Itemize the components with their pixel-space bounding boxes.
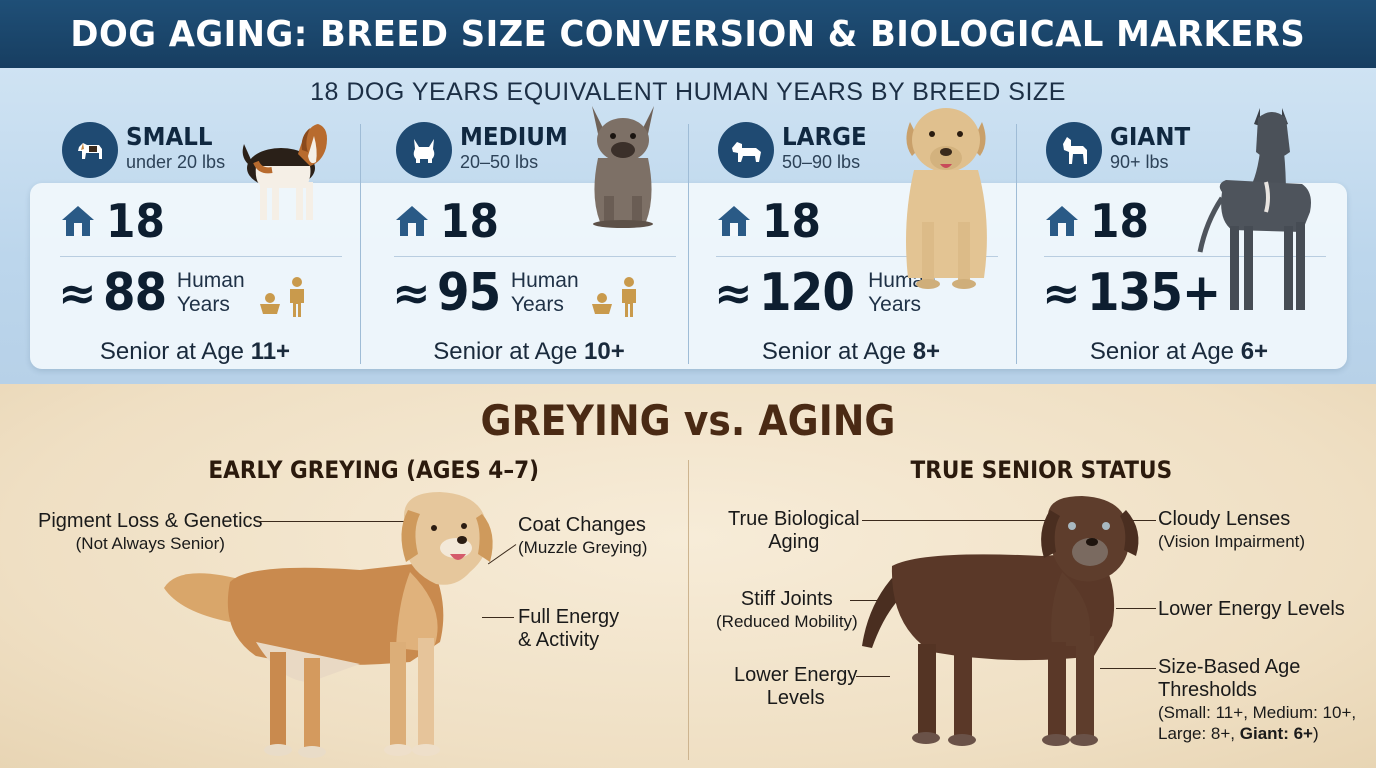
dog-years-value: 18 <box>106 194 165 248</box>
leader-line <box>862 520 1048 521</box>
section-subtitle: 18 DOG YEARS EQUIVALENT HUMAN YEARS BY B… <box>310 78 1066 106</box>
approx-symbol: ≈ <box>58 266 97 320</box>
page-title: DOG AGING: BREED SIZE CONVERSION & BIOLO… <box>70 13 1306 55</box>
human-years-value: 135+ <box>1086 263 1221 323</box>
senior-age-line: Senior at Age 8+ <box>761 338 941 365</box>
approx-symbol: ≈ <box>714 266 753 320</box>
row-divider <box>1044 256 1326 257</box>
human-years-value: 88 <box>102 263 167 323</box>
leader-line <box>850 600 886 601</box>
baby-stroller-icon <box>260 293 280 314</box>
leader-line <box>1100 668 1156 669</box>
title-bar: DOG AGING: BREED SIZE CONVERSION & BIOLO… <box>0 0 1376 68</box>
leader-line <box>1116 608 1156 609</box>
dog-years-value: 18 <box>440 194 499 248</box>
breed-name: GIANT <box>1110 122 1191 151</box>
labrador-illustration <box>906 108 987 289</box>
senior-labrador-illustration <box>862 496 1139 746</box>
person-icon <box>290 277 304 317</box>
labrador-icon <box>718 122 774 178</box>
human-years-value: 120 <box>758 263 855 323</box>
breed-name: LARGE <box>782 122 867 151</box>
early-greying-heading: EARLY GREYING (AGES 4–7) <box>208 456 540 484</box>
french-bulldog-illustration <box>592 106 654 228</box>
approx-symbol: ≈ <box>392 266 431 320</box>
french-bulldog-icon <box>396 122 452 178</box>
row-divider <box>716 256 998 257</box>
callout-lower-energy-left: Lower Energy Levels <box>734 664 858 709</box>
true-senior-heading: TRUE SENIOR STATUS <box>910 456 1173 484</box>
breed-name: MEDIUM <box>460 122 568 151</box>
house-icon <box>396 206 428 236</box>
beagle-icon <box>62 122 118 178</box>
callout-coat-changes: Coat Changes (Muzzle Greying) <box>518 514 648 557</box>
approx-symbol: ≈ <box>1042 266 1081 320</box>
person-icon <box>622 277 636 317</box>
great-dane-icon <box>1046 122 1102 178</box>
breed-card-medium: MEDIUM 20–50 lbs 18 ≈ 95 Human Years Seni… <box>364 106 694 380</box>
callout-lower-energy-right: Lower Energy Levels <box>1158 598 1345 620</box>
callout-true-biological-aging: True Biological Aging <box>728 508 860 553</box>
house-icon <box>1046 206 1078 236</box>
dog-years-row: 18 <box>394 194 504 248</box>
dog-years-row: 18 <box>60 194 170 248</box>
column-divider <box>688 124 689 364</box>
callout-size-thresholds: Size-Based Age Thresholds (Small: 11+, M… <box>1158 656 1357 743</box>
callout-pigment-loss: Pigment Loss & Genetics (Not Always Seni… <box>38 510 263 553</box>
human-years-row: ≈ 135+ <box>1042 263 1235 323</box>
leader-line <box>1118 520 1156 521</box>
breed-name: SMALL <box>126 122 213 151</box>
breed-weight: 50–90 lbs <box>782 152 861 172</box>
breed-weight: 90+ lbs <box>1110 152 1169 172</box>
great-dane-illustration <box>1197 108 1311 310</box>
human-years-row: ≈ 95 Human Years <box>392 263 579 323</box>
senior-age-line: Senior at Age 11+ <box>99 338 291 365</box>
human-years-row: ≈ 120 Human Years <box>714 263 936 323</box>
breed-size-section: 18 DOG YEARS EQUIVALENT HUMAN YEARS BY B… <box>0 68 1376 384</box>
golden-retriever-illustration <box>164 492 493 758</box>
human-years-value: 95 <box>436 263 501 323</box>
human-icons <box>258 276 308 318</box>
leader-line <box>258 521 406 522</box>
section-heading: GREYING vs. AGING <box>480 396 896 445</box>
column-divider <box>360 124 361 364</box>
human-years-label: Human Years <box>176 269 245 316</box>
column-divider <box>1016 124 1017 364</box>
leader-line <box>482 617 514 618</box>
callout-cloudy-lenses: Cloudy Lenses (Vision Impairment) <box>1158 508 1306 551</box>
house-icon <box>62 206 94 236</box>
senior-age-line: Senior at Age 6+ <box>1089 338 1269 365</box>
breed-card-large: LARGE 50–90 lbs 18 ≈ 120 Human Years Seni… <box>686 108 1016 380</box>
house-icon <box>718 206 750 236</box>
center-divider <box>688 460 689 760</box>
dog-years-value: 18 <box>762 194 821 248</box>
callout-full-energy: Full Energy & Activity <box>518 606 620 651</box>
dog-years-value: 18 <box>1090 194 1149 248</box>
beagle-illustration <box>242 124 327 220</box>
callout-stiff-joints: Stiff Joints (Reduced Mobility) <box>716 588 858 631</box>
senior-age-line: Senior at Age 10+ <box>433 338 625 365</box>
dog-years-row: 18 <box>716 194 826 248</box>
dog-years-row: 18 <box>1044 194 1154 248</box>
row-divider <box>394 256 676 257</box>
leader-line <box>856 676 890 677</box>
row-divider <box>60 256 342 257</box>
human-icons <box>590 276 640 318</box>
human-years-row: ≈ 88 Human Years <box>58 263 245 323</box>
baby-stroller-icon <box>592 293 612 314</box>
breed-weight: 20–50 lbs <box>460 152 539 172</box>
breed-card-giant: GIANT 90+ lbs 18 ≈ 135+ Senior at Age 6+ <box>1014 108 1344 380</box>
breed-weight: under 20 lbs <box>126 152 226 172</box>
greying-vs-aging-section: GREYING vs. AGING EARLY GREYING (AGES 4–… <box>0 384 1376 768</box>
breed-card-small: SMALL under 20 lbs 18 ≈ 88 Human Years Se… <box>30 118 360 380</box>
human-years-label: Human Years <box>510 269 579 316</box>
